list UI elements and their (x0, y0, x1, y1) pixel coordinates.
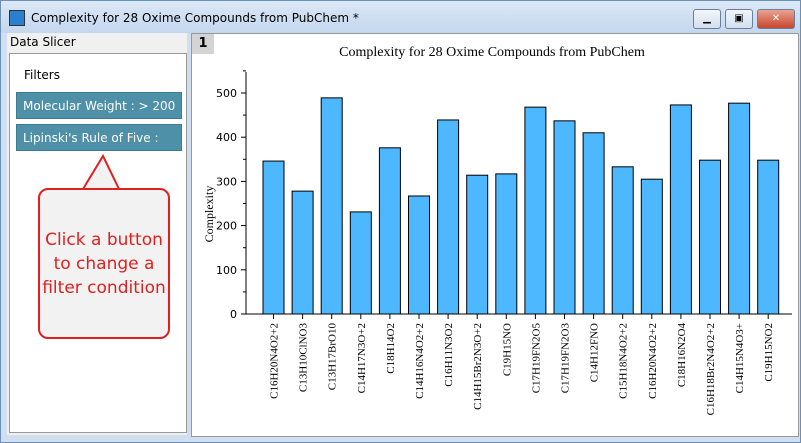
app-icon (9, 10, 25, 26)
bar (262, 160, 285, 315)
x-tick-label: C19H15NO2 (763, 323, 775, 382)
bar (320, 97, 343, 315)
x-tick-label: C14H17N3O+2 (356, 323, 368, 393)
x-tick-label: C16H20N4O2+2 (647, 323, 659, 399)
filter-molecular-weight-button[interactable]: Molecular Weight : > 200 (16, 92, 182, 119)
bar (757, 159, 780, 315)
title-bar: Complexity for 28 Oxime Compounds from P… (1, 1, 800, 33)
x-tick-label: C14H12FNO (589, 323, 601, 382)
x-tick-label: C17H19FN2O3 (560, 323, 572, 394)
bar (524, 106, 547, 315)
bar (437, 119, 460, 315)
layer-indicator[interactable]: 1 (192, 34, 214, 54)
slicer-header: Data Slicer (10, 35, 76, 49)
y-axis-label: Complexity (202, 186, 216, 243)
y-tick-label: 0 (230, 308, 237, 321)
bar (378, 147, 401, 315)
bar-chart: Complexity for 28 Oxime Compounds from P… (202, 45, 792, 415)
x-tick-label: C14H15N4O3+ (734, 323, 746, 393)
x-tick-label: C15H18N4O2+2 (618, 323, 630, 399)
x-tick-label: C18H16N2O4 (676, 323, 688, 388)
x-tick-label: C14H15Br2N3O+2 (472, 323, 484, 410)
chart-title: Complexity for 28 Oxime Compounds from P… (339, 45, 645, 60)
bar (349, 211, 372, 315)
window-title: Complexity for 28 Oxime Compounds from P… (31, 11, 359, 25)
x-tick-label: C16H11N3O2 (443, 323, 455, 387)
x-tick-label: C18H14O2 (385, 323, 397, 374)
graph-window: 1 Complexity for 28 Oxime Compounds from… (191, 33, 799, 437)
bar (495, 173, 518, 315)
filter-lipinski-button[interactable]: Lipinski's Rule of Five : Yes (16, 124, 182, 172)
y-tick-label: 400 (216, 131, 237, 144)
x-tick-label: C17H19FN2O5 (530, 323, 542, 394)
callout-text: Click a button to change a filter condit… (42, 229, 166, 298)
maximize-button[interactable]: ▣ (725, 9, 753, 29)
bar (582, 132, 605, 315)
x-tick-label: C16H20N4O2+2 (269, 323, 281, 399)
y-tick-label: 200 (216, 220, 237, 233)
bar (466, 174, 489, 315)
x-tick-label: C13H17BrO10 (327, 323, 339, 391)
minimize-button[interactable]: ▁ (693, 9, 721, 29)
bar (669, 104, 692, 315)
y-tick-label: 500 (216, 87, 237, 100)
bar (408, 195, 430, 315)
x-tick-label: C14H16N4O2+2 (414, 323, 426, 399)
x-tick-label: C16H18Br2N4O2+2 (705, 323, 717, 415)
filters-label: Filters (24, 68, 60, 82)
bar (553, 120, 576, 315)
close-button[interactable]: ✕ (757, 9, 795, 29)
bar (699, 159, 721, 315)
x-tick-label: C19H15NO (501, 323, 513, 376)
bar (291, 190, 314, 315)
bar (728, 102, 751, 315)
y-tick-label: 100 (216, 264, 237, 277)
bar (611, 166, 634, 315)
x-tick-label: C13H10ClNO3 (298, 323, 310, 393)
y-tick-label: 300 (216, 175, 237, 188)
bar (640, 178, 663, 315)
callout-note: Click a button to change a filter condit… (38, 188, 170, 339)
